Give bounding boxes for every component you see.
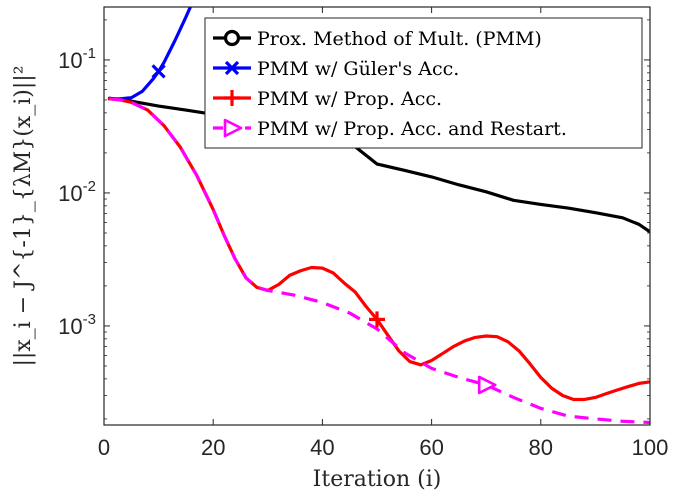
legend-label: PMM w/ Güler's Acc. [257,58,459,80]
x-tick-label: 80 [529,435,553,460]
legend-label: PMM w/ Prop. Acc. [257,88,442,110]
legend-label: Prox. Method of Mult. (PMM) [257,28,542,50]
legend-item: PMM w/ Prop. Acc. [213,88,442,110]
legend-box [204,17,643,149]
y-tick-label: 10-3 [58,311,96,339]
series-marker-2 [151,64,166,79]
x-tick-label: 40 [310,435,334,460]
y-tick-label: 10-2 [58,178,96,206]
x-axis-label: Iteration (i) [313,467,442,492]
legend: Prox. Method of Mult. (PMM) PMM w/ Güler'… [204,17,643,149]
plot-frame [103,6,651,426]
legend-item: PMM w/ Prop. Acc. and Restart. [213,118,567,140]
marker-layer [151,64,497,395]
x-tick-label: 100 [632,435,669,460]
legend-item: Prox. Method of Mult. (PMM) [213,28,542,50]
legend-marker [224,60,240,76]
series-line-1 [107,96,650,234]
x-tick-label: 20 [201,435,225,460]
series-marker-4 [477,375,497,395]
legend-marker [223,29,241,47]
series-marker-3 [369,311,385,328]
x-tick-label: 0 [98,435,110,460]
x-axis: 0 20 40 60 80 100 [98,7,668,460]
legend-item: PMM w/ Güler's Acc. [213,58,459,80]
x-tick-label: 60 [419,435,443,460]
y-axis-label: ||x_i − J^{-1}_{λM}(x_i)||² [11,65,36,366]
series-line-4 [109,97,650,425]
y-tick-label: 10-1 [58,45,96,73]
series-layer [107,7,650,425]
legend-marker [224,90,240,106]
legend-label: PMM w/ Prop. Acc. and Restart. [257,118,567,140]
y-axis: 10-3 10-2 10-1 [58,19,650,420]
legend-marker [223,118,243,138]
